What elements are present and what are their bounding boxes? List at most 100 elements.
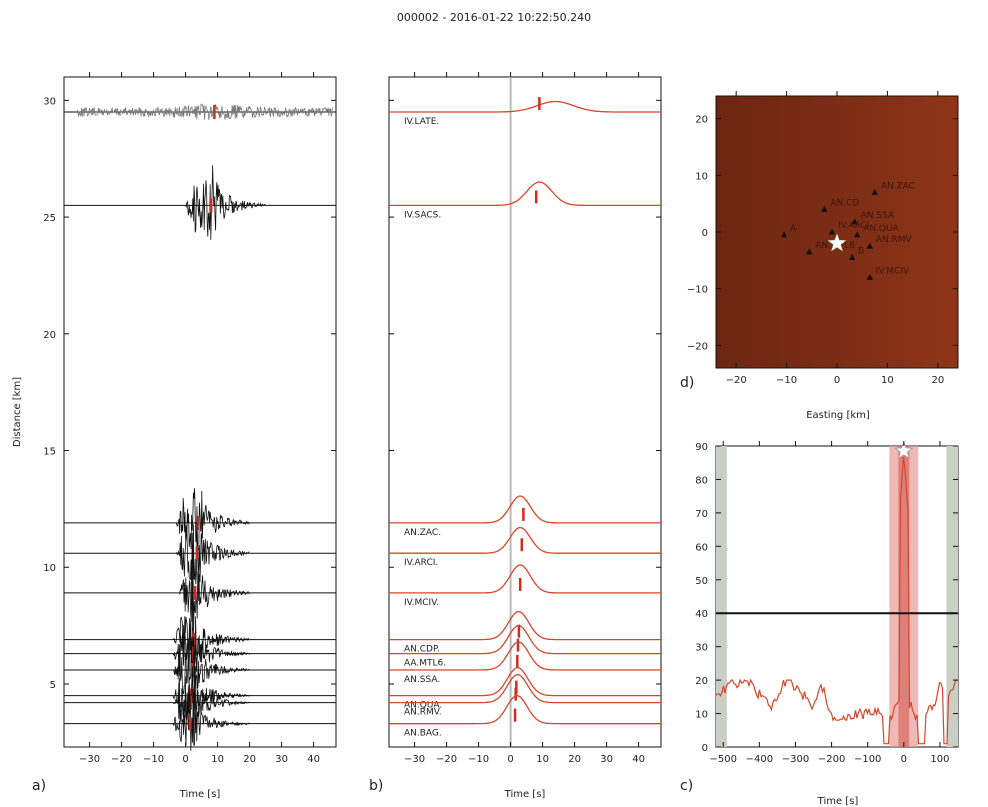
seismogram-trace — [175, 488, 250, 561]
seismogram-trace — [76, 103, 333, 120]
panel-c-ytick-label: 0 — [702, 743, 708, 754]
envelope-trace — [389, 564, 661, 594]
panel-d-xtick-label: 0 — [834, 375, 840, 386]
envelope-trace — [389, 641, 661, 671]
seismogram-trace — [185, 165, 266, 240]
panel-b-frame — [388, 76, 662, 748]
station-label: IV.MCIV. — [404, 598, 439, 608]
station-name: AN.QUA — [863, 224, 899, 234]
noise-window-band — [946, 446, 958, 747]
panel-c-ytick-label: 70 — [695, 509, 708, 520]
panel-b-envelopes: IV.LATE. IV.SACS. AN.ZAC. IV.ARCI. IV.MCIV. A… — [389, 77, 661, 747]
panel-c-ytick-label: 10 — [695, 710, 708, 721]
envelope-trace — [389, 694, 661, 725]
panel-c-xtick-label: 0 — [901, 754, 907, 765]
panel-a-ytick-label: 15 — [43, 447, 56, 458]
panel-a-xtick-label: −20 — [111, 754, 132, 765]
panel-b-xtick-label: 0 — [507, 754, 513, 765]
panel-a-xtick-label: 20 — [243, 754, 256, 765]
peak-star — [894, 440, 914, 460]
panel-c-ytick-label: 90 — [695, 442, 708, 453]
panel-c-ytick-label: 20 — [695, 676, 708, 687]
detection-core-band — [898, 446, 910, 747]
panel-a-xtick-label: 40 — [307, 754, 320, 765]
panel-c-xtick-label: −400 — [746, 754, 773, 765]
panel-c-xlabel: Time [s] — [817, 796, 859, 807]
panel-a-xtick-label: 0 — [182, 754, 188, 765]
panel-a: −30 −20 −10 0 10 20 30 40 5 10 15 20 25 30 Time [s] D… — [12, 72, 337, 800]
station-marker — [853, 231, 861, 238]
panel-c-xtick-label: −200 — [818, 754, 845, 765]
panel-b-xtick-label: 40 — [632, 754, 645, 765]
envelope-trace — [389, 610, 661, 641]
station-marker — [828, 228, 836, 235]
seismogram-trace — [172, 616, 250, 675]
stack-series-line — [715, 457, 958, 745]
station-label: AN.BAG. — [404, 729, 442, 739]
panel-d-ytick-label: −10 — [687, 285, 708, 296]
panel-d-xtick-label: 10 — [881, 375, 894, 386]
panel-d-ytick-label: 10 — [695, 171, 708, 182]
panel-a-ytick-label: 25 — [43, 213, 56, 224]
panel-c-frame — [715, 445, 959, 748]
panel-b-xtick-label: −30 — [404, 754, 425, 765]
envelope-trace — [389, 673, 661, 704]
panel-d-xtick-label: −20 — [726, 375, 747, 386]
seismogram-trace — [172, 619, 250, 688]
panel-c-ytick-label: 50 — [695, 576, 708, 587]
envelope-trace — [389, 666, 661, 697]
station-name: AN.CD — [830, 198, 859, 208]
station-marker — [780, 231, 788, 238]
panel-b-xtick-label: −10 — [468, 754, 489, 765]
panel-c: −500 −400 −300 −200 −100 0 100 0 10 20 30 40 50 60 70 8… — [680, 440, 959, 807]
station-marker — [821, 205, 828, 212]
panel-b-xtick-label: 30 — [600, 754, 613, 765]
panel-b-xtick-label: −20 — [436, 754, 457, 765]
panel-a-xtick-label: 10 — [211, 754, 224, 765]
panel-b-xlabel: Time [s] — [504, 789, 546, 800]
panel-d-ytick-label: −20 — [687, 341, 708, 352]
panel-a-xtick-label: 30 — [275, 754, 288, 765]
panel-c-series — [715, 440, 958, 747]
station-name: AN.ZAC — [881, 181, 915, 191]
panel-d-xtick-label: −10 — [776, 375, 797, 386]
panel-c-xtick-label: 100 — [930, 754, 949, 765]
station-label: AN.QUA. — [404, 701, 442, 711]
envelope-trace — [389, 100, 661, 113]
epicenter-star — [827, 233, 847, 252]
panel-a-xtick-label: −30 — [79, 754, 100, 765]
panel-d-ytick-label: 20 — [695, 115, 708, 126]
panel-c-xtick-label: −300 — [782, 754, 809, 765]
panel-c-xtick-label: −100 — [854, 754, 881, 765]
envelope-trace — [389, 526, 661, 554]
panel-c-ytick-label: 30 — [695, 643, 708, 654]
station-label: IV.LATE. — [404, 117, 439, 127]
station-marker — [866, 273, 873, 280]
panel-a-frame — [63, 76, 337, 748]
station-name: AN.SSA — [861, 211, 895, 221]
station-label: AN.SSA. — [404, 675, 440, 685]
panel-d-xtick-label: 20 — [931, 375, 944, 386]
envelope-trace — [389, 624, 661, 655]
panel-c-xtick-label: −500 — [709, 754, 736, 765]
station-name: IV.MCIV — [876, 266, 910, 276]
panel-d-axes: −20 −10 0 10 20 −20 −10 0 10 20 — [687, 91, 958, 386]
panel-c-ytick-label: 80 — [695, 475, 708, 486]
station-label: IV.SACS. — [404, 210, 441, 220]
panel-b-label: b) — [369, 778, 383, 794]
station-name: AN.RMV — [876, 235, 913, 245]
panel-d-xlabel: Easting [km] — [806, 410, 870, 421]
panel-c-label: c) — [680, 778, 693, 794]
panel-b-xtick-label: 10 — [536, 754, 549, 765]
panel-c-ytick-label: 60 — [695, 542, 708, 553]
panel-d-label: d) — [680, 375, 694, 391]
panel-b-xtick-label: 20 — [568, 754, 581, 765]
panel-a-axes: −30 −20 −10 0 10 20 30 40 5 10 15 20 25 30 — [43, 72, 336, 765]
panel-d: AN.ZACAN.CDAN.SSAIV.ARCIAN.QUAAAN.MTL6AN… — [680, 91, 959, 421]
panel-c-ytick-label: 40 — [695, 609, 708, 620]
station-marker — [871, 188, 879, 195]
station-label: AN.CDP. — [404, 645, 440, 655]
seismogram-trace — [172, 636, 250, 695]
station-label: AN.ZAC. — [404, 528, 441, 538]
